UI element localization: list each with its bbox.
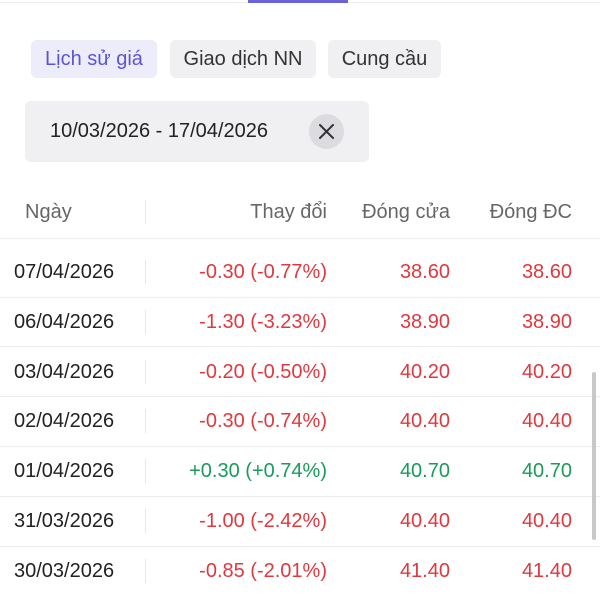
table-cell: 38.60: [521, 261, 572, 283]
cell-divider: [145, 409, 146, 434]
tab-indicator: [248, 0, 348, 3]
tab[interactable]: Lịch sử giá: [31, 40, 157, 78]
tab[interactable]: Cung cầu: [328, 40, 441, 78]
table-cell: 06/04/2026: [14, 310, 115, 333]
table-cell: 38.90: [399, 310, 450, 333]
table-cell: 40.70: [521, 460, 572, 483]
date-range-text: 10/03/2026 - 17/04/2026: [50, 120, 268, 142]
table-cell: -0.20 (-0.50%): [199, 360, 327, 383]
row-separator: [0, 396, 600, 398]
column-header: Ngày: [25, 201, 72, 223]
table-cell: 41.40: [521, 559, 572, 582]
cell-divider: [145, 309, 146, 334]
column-header: Thay đổi: [250, 201, 327, 223]
table-cell: -0.30 (-0.77%): [199, 261, 327, 283]
row-separator: [0, 445, 600, 447]
table-cell: 30/03/2026: [14, 559, 115, 582]
scrollbar: [592, 372, 596, 540]
table-cell: 40.70: [399, 460, 450, 483]
cell-divider: [145, 359, 146, 384]
table-cell: 31/03/2026: [14, 510, 115, 532]
table-cell: 03/04/2026: [14, 360, 115, 383]
table-cell: 40.40: [521, 510, 572, 532]
cell-divider: [145, 459, 146, 484]
cell-divider: [145, 558, 146, 583]
table-cell: 41.40: [399, 559, 450, 582]
table-cell: 40.40: [399, 510, 450, 532]
table-cell: +0.30 (+0.74%): [189, 460, 327, 483]
table-cell: 01/04/2026: [14, 460, 115, 483]
tab[interactable]: Giao dịch NN: [170, 40, 316, 78]
clear-icon: [319, 124, 334, 139]
cell-divider: [145, 509, 146, 533]
table-cell: 38.60: [399, 261, 450, 283]
table-cell: 40.40: [399, 410, 450, 433]
table-cell: -0.30 (-0.74%): [199, 410, 327, 433]
table-cell: -0.85 (-2.01%): [199, 559, 327, 582]
column-header: Đóng ĐC: [489, 201, 572, 223]
row-separator: [0, 545, 600, 547]
row-separator: [0, 296, 600, 298]
table-cell: 40.40: [521, 410, 572, 433]
row-separator: [0, 238, 600, 239]
header-divider: [145, 200, 146, 224]
clear-button[interactable]: [309, 114, 344, 149]
cell-divider: [145, 260, 146, 284]
row-separator: [0, 346, 600, 348]
table-cell: -1.30 (-3.23%): [199, 310, 327, 333]
row-separator: [0, 495, 600, 497]
table-cell: 40.20: [399, 360, 450, 383]
column-header: Đóng cửa: [362, 201, 450, 223]
table-cell: 40.20: [521, 360, 572, 383]
table-cell: 38.90: [521, 310, 572, 333]
table-cell: 02/04/2026: [14, 410, 115, 433]
table-cell: -1.00 (-2.42%): [199, 510, 327, 532]
table-cell: 07/04/2026: [14, 261, 115, 283]
date-range[interactable]: 10/03/2026 - 17/04/2026: [25, 101, 369, 162]
